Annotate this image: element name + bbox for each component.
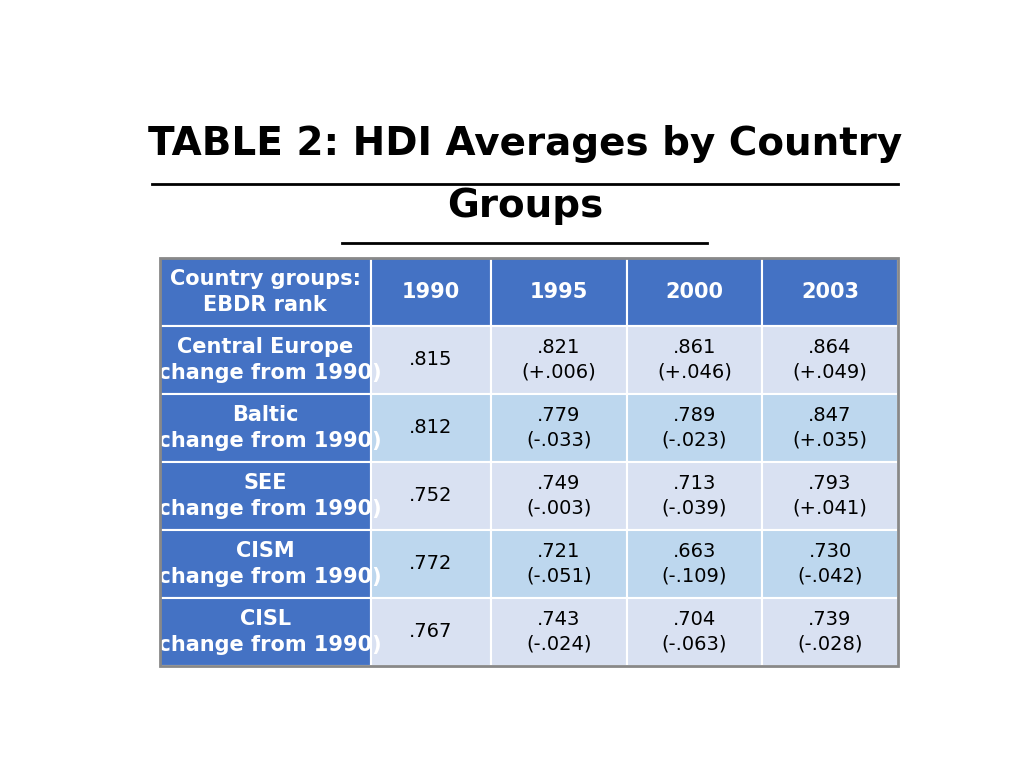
Text: .864
(+.049): .864 (+.049)	[793, 338, 867, 382]
Text: .752: .752	[410, 486, 453, 505]
Text: 1990: 1990	[401, 282, 460, 302]
FancyBboxPatch shape	[492, 394, 627, 462]
FancyBboxPatch shape	[762, 462, 898, 530]
FancyBboxPatch shape	[762, 394, 898, 462]
Text: .663
(-.109): .663 (-.109)	[662, 541, 727, 586]
Text: .713
(-.039): .713 (-.039)	[662, 474, 727, 518]
FancyBboxPatch shape	[492, 258, 627, 326]
Text: Country groups:
EBDR rank: Country groups: EBDR rank	[170, 269, 360, 315]
FancyBboxPatch shape	[371, 462, 492, 530]
FancyBboxPatch shape	[492, 530, 627, 598]
Text: Baltic
(change from 1990): Baltic (change from 1990)	[148, 405, 382, 451]
Text: .743
(-.024): .743 (-.024)	[526, 610, 592, 654]
FancyBboxPatch shape	[160, 530, 371, 598]
FancyBboxPatch shape	[492, 326, 627, 394]
FancyBboxPatch shape	[371, 530, 492, 598]
FancyBboxPatch shape	[627, 462, 762, 530]
FancyBboxPatch shape	[492, 462, 627, 530]
Text: .721
(-.051): .721 (-.051)	[526, 541, 592, 586]
Text: Central Europe
(change from 1990): Central Europe (change from 1990)	[148, 336, 382, 383]
Text: SEE
(change from 1990): SEE (change from 1990)	[148, 472, 382, 519]
FancyBboxPatch shape	[160, 326, 371, 394]
FancyBboxPatch shape	[762, 258, 898, 326]
FancyBboxPatch shape	[762, 598, 898, 666]
FancyBboxPatch shape	[762, 530, 898, 598]
Text: TABLE 2: HDI Averages by Country: TABLE 2: HDI Averages by Country	[147, 124, 902, 163]
Text: .739
(-.028): .739 (-.028)	[798, 610, 863, 654]
Text: .730
(-.042): .730 (-.042)	[798, 541, 863, 586]
FancyBboxPatch shape	[160, 394, 371, 462]
Text: .749
(-.003): .749 (-.003)	[526, 474, 592, 518]
Text: .821
(+.006): .821 (+.006)	[521, 338, 596, 382]
Text: .861
(+.046): .861 (+.046)	[657, 338, 732, 382]
Text: CISL
(change from 1990): CISL (change from 1990)	[148, 608, 382, 655]
FancyBboxPatch shape	[627, 258, 762, 326]
FancyBboxPatch shape	[627, 530, 762, 598]
FancyBboxPatch shape	[762, 326, 898, 394]
FancyBboxPatch shape	[371, 598, 492, 666]
Text: 2000: 2000	[666, 282, 723, 302]
FancyBboxPatch shape	[627, 598, 762, 666]
Text: .767: .767	[410, 622, 453, 641]
Text: .789
(-.023): .789 (-.023)	[662, 406, 727, 450]
FancyBboxPatch shape	[160, 598, 371, 666]
FancyBboxPatch shape	[160, 462, 371, 530]
Text: 1995: 1995	[529, 282, 588, 302]
FancyBboxPatch shape	[371, 394, 492, 462]
Text: 2003: 2003	[801, 282, 859, 302]
Text: .779
(-.033): .779 (-.033)	[526, 406, 592, 450]
FancyBboxPatch shape	[627, 394, 762, 462]
FancyBboxPatch shape	[160, 258, 371, 326]
Text: .704
(-.063): .704 (-.063)	[662, 610, 727, 654]
FancyBboxPatch shape	[492, 598, 627, 666]
FancyBboxPatch shape	[371, 326, 492, 394]
Text: .815: .815	[410, 350, 453, 369]
Text: .772: .772	[410, 554, 453, 573]
Text: .812: .812	[410, 419, 453, 437]
Text: Groups: Groups	[446, 187, 603, 225]
Text: .847
(+.035): .847 (+.035)	[793, 406, 867, 450]
Text: .793
(+.041): .793 (+.041)	[793, 474, 867, 518]
FancyBboxPatch shape	[371, 258, 492, 326]
Text: CISM
(change from 1990): CISM (change from 1990)	[148, 541, 382, 587]
FancyBboxPatch shape	[627, 326, 762, 394]
